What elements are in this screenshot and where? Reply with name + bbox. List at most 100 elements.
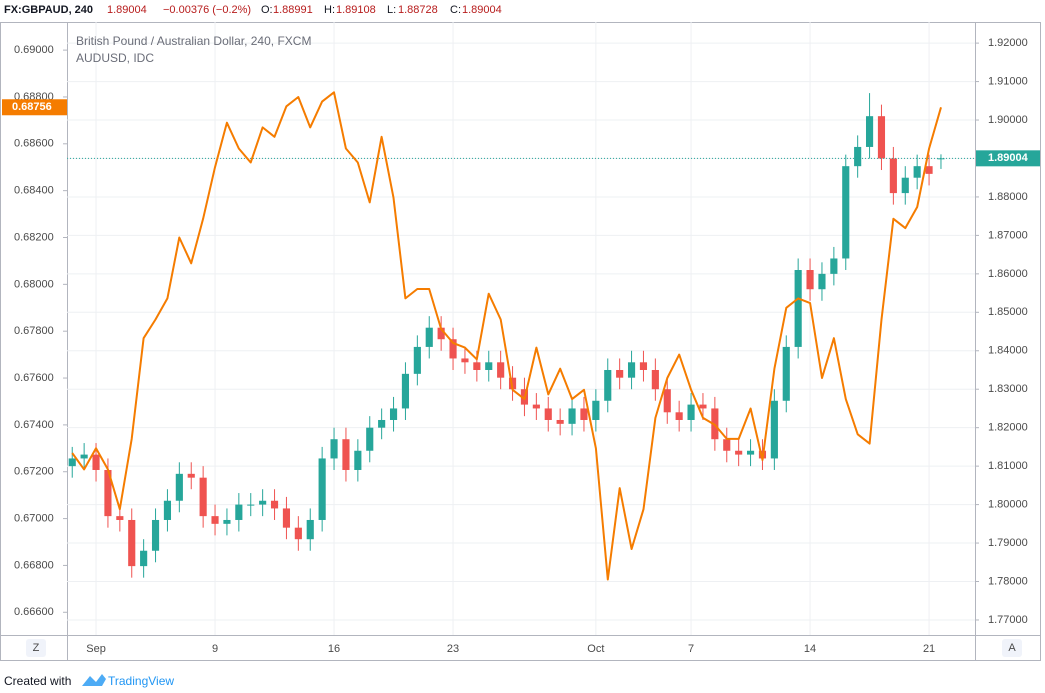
last-value-tag bbox=[2, 99, 67, 116]
header-o-label: O: bbox=[261, 4, 273, 16]
candle-body bbox=[366, 427, 374, 451]
header-last: 1.89004 bbox=[107, 4, 147, 16]
y2-tick-label: 1.78000 bbox=[988, 575, 1028, 587]
candle-body bbox=[116, 516, 124, 520]
y2-tick-label: 1.92000 bbox=[988, 37, 1028, 49]
candle-body bbox=[342, 439, 350, 470]
candle-body bbox=[687, 404, 695, 420]
candle-body bbox=[401, 373, 410, 409]
candle-body bbox=[592, 400, 600, 420]
y2-tick-label: 1.80000 bbox=[988, 498, 1028, 510]
candle-body bbox=[508, 377, 517, 390]
header-symbol: FX:GBPAUD, 240 bbox=[4, 4, 93, 16]
grid bbox=[67, 22, 975, 635]
x-tick-label: 14 bbox=[804, 643, 816, 655]
y2-tick-label: 1.85000 bbox=[988, 306, 1028, 318]
y2-tick-label: 1.79000 bbox=[988, 537, 1028, 549]
x-tick-label: 23 bbox=[447, 643, 459, 655]
candle-body bbox=[163, 500, 172, 520]
x-tick-label: 16 bbox=[328, 643, 340, 655]
y-tick-label: 0.66600 bbox=[14, 606, 54, 618]
candle-body bbox=[497, 362, 505, 378]
zoom-button[interactable] bbox=[26, 639, 46, 657]
y-tick-label: 0.68600 bbox=[14, 138, 54, 150]
candle-body bbox=[913, 166, 921, 178]
footer-brand[interactable]: TradingView bbox=[108, 674, 174, 688]
candle-body bbox=[544, 408, 552, 420]
candle-body bbox=[925, 166, 933, 174]
candle-body bbox=[223, 519, 231, 524]
x-tick-label: 9 bbox=[212, 643, 218, 655]
y2-tick-label: 1.86000 bbox=[988, 268, 1028, 280]
y2-tick-label: 1.91000 bbox=[988, 75, 1028, 87]
series-0-name: British Pound / Australian Dollar, 240, … bbox=[76, 34, 311, 48]
candle-body bbox=[68, 458, 76, 467]
y2-tick-label: 1.88000 bbox=[988, 191, 1028, 203]
candle-body bbox=[770, 400, 778, 459]
candle-body bbox=[580, 408, 588, 420]
candle-body bbox=[556, 419, 564, 424]
candle-body bbox=[568, 408, 576, 424]
header-c-label: C: bbox=[450, 4, 461, 16]
candle-body bbox=[128, 519, 136, 567]
candle-body bbox=[259, 500, 267, 505]
frame bbox=[0, 22, 1041, 661]
candle-body bbox=[889, 158, 897, 194]
candle-body bbox=[794, 270, 802, 347]
candle-body bbox=[437, 327, 445, 340]
auto-button-label[interactable]: A bbox=[1008, 642, 1016, 654]
y2-tick-label: 1.84000 bbox=[988, 345, 1028, 357]
footer-text: Created with bbox=[4, 674, 71, 688]
header-change: −0.00376 (−0.2%) bbox=[163, 4, 251, 16]
candle-body bbox=[854, 146, 862, 167]
y-tick-label: 0.68000 bbox=[14, 278, 54, 290]
candle-body bbox=[247, 504, 255, 506]
axes: Sep 9 16 23 Oct 7 14 21 1.77000 1.78000 1.79000 1.8… bbox=[2, 37, 1040, 655]
candle-body bbox=[389, 408, 398, 420]
candle-body bbox=[187, 473, 195, 478]
brand-logo bbox=[82, 674, 106, 686]
y-tick-label: 0.67000 bbox=[14, 512, 54, 524]
header-h: 1.89108 bbox=[336, 4, 376, 16]
candle-body bbox=[663, 389, 671, 413]
candle-body bbox=[449, 339, 457, 359]
y-tick-label: 0.67800 bbox=[14, 325, 54, 337]
y2-tick-label: 1.82000 bbox=[988, 422, 1028, 434]
y-tick-label: 0.67400 bbox=[14, 419, 54, 431]
y2-tick-label: 1.90000 bbox=[988, 114, 1028, 126]
auto-button[interactable] bbox=[1002, 639, 1022, 657]
x-tick-label: Oct bbox=[587, 643, 604, 655]
y-tick-label: 0.66800 bbox=[14, 559, 54, 571]
candle-body bbox=[877, 116, 886, 159]
candle-body bbox=[104, 469, 112, 517]
candle-body bbox=[211, 516, 219, 524]
y-tick-label: 0.68200 bbox=[14, 231, 54, 243]
candle-body bbox=[270, 500, 279, 509]
candle-body bbox=[627, 362, 636, 378]
candle-body bbox=[818, 273, 826, 290]
candle-body bbox=[282, 508, 291, 528]
candle-body bbox=[735, 450, 743, 455]
candle-body bbox=[865, 116, 874, 147]
candle-body bbox=[175, 473, 183, 501]
zoom-button-label[interactable]: Z bbox=[33, 642, 40, 654]
last-value-label: 0.68756 bbox=[12, 101, 52, 113]
candle-body bbox=[675, 412, 683, 420]
y2-tick-label: 1.77000 bbox=[988, 614, 1028, 626]
candle-body bbox=[140, 550, 148, 567]
candle-body bbox=[425, 327, 433, 347]
candle-body bbox=[473, 362, 481, 370]
candle-body bbox=[413, 346, 421, 374]
series-1-name: AUDUSD, IDC bbox=[76, 51, 154, 65]
header-c: 1.89004 bbox=[462, 4, 502, 16]
candle-body bbox=[604, 369, 612, 401]
candle-body bbox=[318, 458, 326, 520]
candle-body bbox=[639, 362, 648, 370]
candle-body bbox=[485, 362, 493, 370]
y2-tick-label: 1.87000 bbox=[988, 229, 1028, 241]
last-price-tag bbox=[976, 150, 1040, 167]
x-tick-label: 7 bbox=[688, 643, 694, 655]
y-tick-label: 0.69000 bbox=[14, 44, 54, 56]
candle-body bbox=[842, 166, 850, 259]
